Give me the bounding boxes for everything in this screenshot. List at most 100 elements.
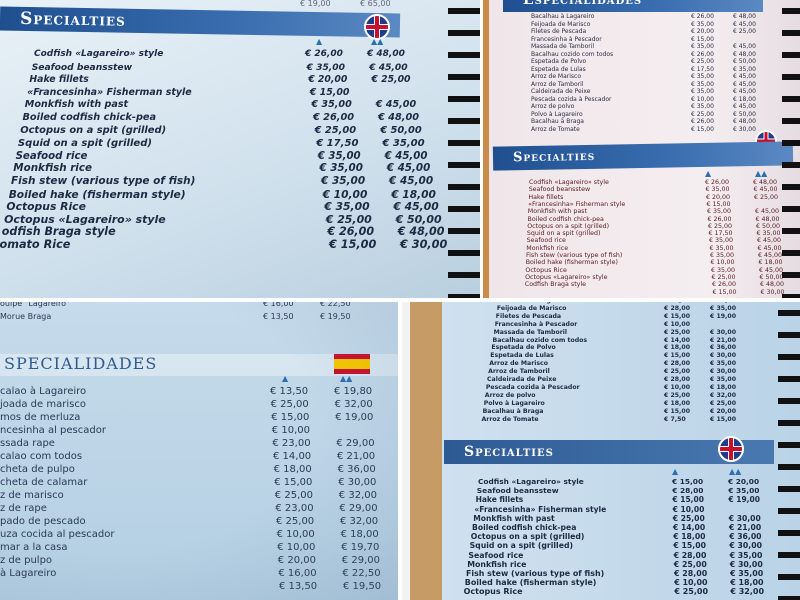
menu-item-name: omato Rice (0, 238, 71, 251)
menu-item-name: Octopus Rice (525, 266, 567, 274)
price-single: € 10,00 (672, 504, 705, 514)
menu-item-name: Boiled codfish chick-pea (527, 215, 604, 223)
menu-item-name: Polvo à Lagareiro (483, 399, 545, 407)
menu-item-name: Monkfish rice (13, 162, 92, 175)
price-single: € 25,00 (711, 273, 736, 281)
menu-item-name: z de pulpo (0, 555, 53, 566)
menu-item-name: z de rape (0, 503, 47, 514)
price-single: € 26,00 (707, 215, 732, 223)
price-double: € 45,00 (375, 99, 417, 111)
price-double: € 32,00 (338, 490, 377, 501)
price-double: € 18,00 (391, 187, 436, 201)
price-single: € 15,00 (672, 495, 704, 505)
menu-item-name: Arroz de Marisco (489, 360, 548, 368)
price-single: € 25,00 (673, 559, 707, 569)
price-single: € 15,00 (663, 352, 691, 360)
menu-item-name: Espetada de Polvo (531, 58, 587, 65)
price-double: € 45,00 (758, 252, 783, 259)
menu-item-name: Boiled codfish chick-pea (472, 523, 577, 532)
price-double: € 45,00 (384, 150, 428, 162)
price-single: € 25,00 (663, 368, 691, 376)
menu-item-name: Octopus Rice (463, 587, 523, 597)
price-double: € 50,00 (395, 212, 442, 226)
menu-item-name: joada de marisco (0, 399, 86, 410)
menu-item-name: Squid on a spit (grilled) (526, 230, 601, 238)
price-single: € 7,50 (664, 415, 686, 423)
price-single: € 28,00 (663, 304, 691, 312)
price-double: € 18,00 (340, 529, 379, 540)
price-single: € 10,00 (674, 578, 708, 588)
price-double: € 45,00 (733, 88, 756, 95)
price-single: € 25,00 (314, 124, 357, 136)
two-persons-icon: ▲▲ (755, 169, 768, 178)
menu-item-name: Seafood beansstew (528, 186, 591, 194)
price-single: € 15,00 (271, 412, 310, 423)
menu-item-name: Monkfish rice (467, 559, 527, 569)
price-double: € 48,00 (755, 215, 780, 223)
price-double: € 48,00 (733, 13, 756, 20)
section-band (0, 354, 398, 376)
price-double: € 45,00 (757, 244, 782, 252)
price-double: € 45,00 (733, 73, 756, 80)
price-single: € 15,00 (691, 125, 714, 133)
photo-menu-specialties-1: Specialties ▲ ▲▲ € 19,00 € 65,00 Codfish «Lag… (0, 0, 480, 298)
single-person-icon: ▲ (282, 374, 289, 383)
price-single: € 25,00 (691, 110, 714, 118)
price-single: € 15,00 (663, 407, 691, 415)
price-single: € 35,00 (317, 150, 361, 162)
price-double: € 35,00 (709, 360, 737, 368)
price-double: € 36,00 (729, 532, 762, 542)
uk-flag-icon (718, 436, 744, 462)
price-double: € 45,00 (733, 43, 756, 50)
price-single: € 25,00 (270, 399, 309, 410)
price-double: € 21,00 (710, 336, 737, 344)
menu-item-name: Seafood rice (526, 237, 566, 245)
price-single: € 35,00 (321, 175, 366, 187)
two-persons-icon: ▲▲ (340, 374, 353, 383)
menu-item-name: Polvo à Lagareiro (531, 110, 583, 118)
price-single: € 16,00 (263, 302, 294, 308)
price-double: € 18,00 (758, 259, 783, 267)
menu-item-name: Monkfish with past (473, 513, 555, 523)
section-header: Especialidades (503, 0, 763, 12)
menu-item-name: cheta de pulpo (0, 464, 75, 475)
spain-flag-icon (334, 354, 370, 374)
section-header: Specialties (492, 141, 794, 171)
price-single: € 35,00 (708, 237, 734, 245)
menu-item-name: Massada de Tamboril (531, 43, 595, 50)
price-single: € 35,00 (319, 162, 363, 175)
price-single: € 26,00 (327, 225, 375, 239)
menu-item-name: Boiled codfish chick-pea (22, 112, 157, 123)
menu-item-name: Morue Braga (0, 312, 52, 321)
price-double: € 45,00 (753, 186, 778, 194)
price-double: € 19,00 (728, 495, 760, 505)
price-single: € 15,00 (329, 238, 377, 251)
menu-item-name: mar a la casa (0, 542, 68, 553)
price-single: € 15,00 (672, 477, 704, 486)
price-single: € 17,50 (708, 230, 733, 238)
price-double: € 29,00 (336, 438, 375, 449)
price-single: € 26,00 (705, 179, 730, 186)
price-single: € 18,00 (663, 344, 691, 352)
menu-item-name: z de marisco (0, 490, 64, 501)
price-single: € 35,00 (324, 200, 370, 214)
price-double: € 45,00 (393, 200, 439, 214)
price-single: € 23,00 (275, 503, 314, 514)
price-single: € 15,00 (663, 312, 691, 320)
menu-item-name: Espetada de Lulas (531, 65, 586, 73)
menu-item-name: Codfish «Lagareiro» style (478, 477, 584, 486)
price-double: € 45,00 (389, 175, 434, 187)
menu-item-name: Seafood beansstew (476, 486, 559, 496)
price-single: € 20,00 (705, 193, 731, 201)
price-single: € 26,00 (305, 49, 343, 59)
price-double: € 19,00 (335, 412, 374, 423)
two-persons-icon: ▲▲ (729, 467, 742, 476)
photo-menu-especialidades-1: Especialidades Bacalhau à Lagareiro € 26,0… (483, 0, 800, 298)
menu-item-name: Seafood rice (468, 550, 524, 560)
single-person-icon: ▲ (316, 37, 323, 46)
price-double: € 35,00 (728, 486, 760, 496)
menu-item-name: Octopus on a spit (grilled) (20, 124, 167, 136)
price-double: € 30,00 (729, 559, 763, 569)
price-double: € 18,00 (709, 383, 737, 391)
menu-item-name: Monkfish with past (24, 99, 129, 111)
